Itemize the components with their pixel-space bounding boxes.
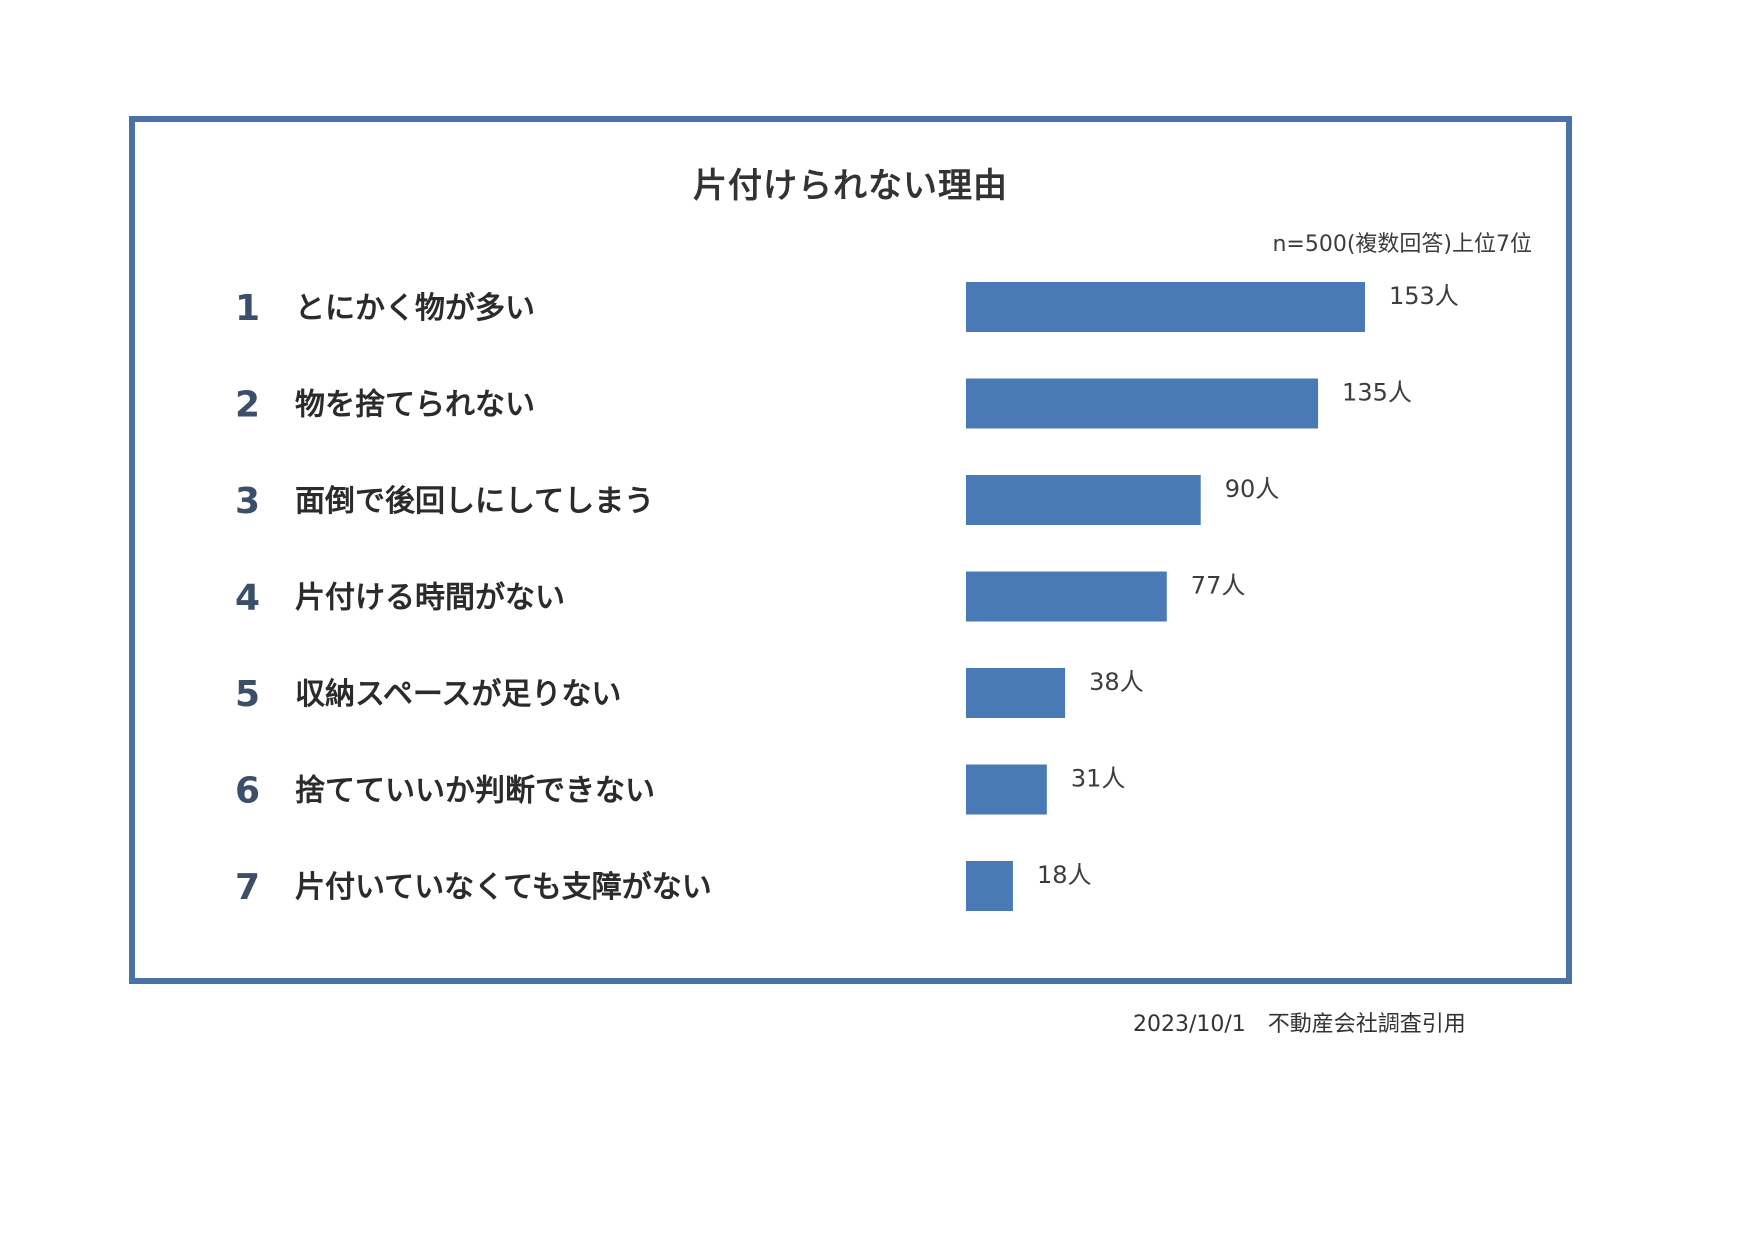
rank-number: 3 — [235, 481, 260, 522]
category-label: 捨てていいか判断できない — [295, 774, 655, 809]
rank-number: 4 — [235, 578, 260, 619]
value-label: 153人 — [1389, 282, 1459, 310]
category-label: 片付いていなくても支障がない — [295, 870, 712, 905]
bar — [966, 764, 1047, 815]
bar — [966, 668, 1066, 718]
bar — [966, 861, 1013, 911]
category-label: 収納スペースが足りない — [295, 677, 621, 712]
rank-number: 7 — [235, 867, 260, 908]
value-label: 77人 — [1191, 572, 1246, 600]
category-label: 片付ける時間がない — [295, 581, 565, 616]
category-label: 面倒で後回しにしてしまう — [295, 484, 654, 519]
source-note: 2023/10/1 不動産会社調査引用 — [1133, 1012, 1466, 1037]
value-label: 135人 — [1342, 379, 1412, 407]
chart-frame: 片付けられない理由 n=500(複数回答)上位7位 1 とにかく物が多い 153人 2… — [129, 116, 1572, 984]
value-label: 18人 — [1037, 861, 1092, 889]
rank-number: 5 — [235, 674, 260, 715]
category-label: とにかく物が多い — [295, 291, 535, 326]
category-label: 物を捨てられない — [295, 388, 535, 423]
value-label: 38人 — [1089, 668, 1144, 696]
chart-title: 片付けられない理由 — [693, 166, 1008, 206]
chart-subtitle: n=500(複数回答)上位7位 — [1272, 232, 1532, 257]
bar — [966, 282, 1365, 332]
value-label: 90人 — [1225, 475, 1280, 503]
bar — [966, 475, 1201, 525]
bar — [966, 378, 1319, 429]
rank-number: 1 — [235, 288, 260, 329]
value-label: 31人 — [1071, 765, 1126, 793]
rank-number: 2 — [235, 385, 260, 426]
bar — [966, 571, 1167, 622]
rank-number: 6 — [235, 771, 260, 812]
bar-chart: 1 とにかく物が多い 153人 2 物を捨てられない 135人 3 面倒で後回しにしてしまう 9… — [235, 282, 1459, 911]
